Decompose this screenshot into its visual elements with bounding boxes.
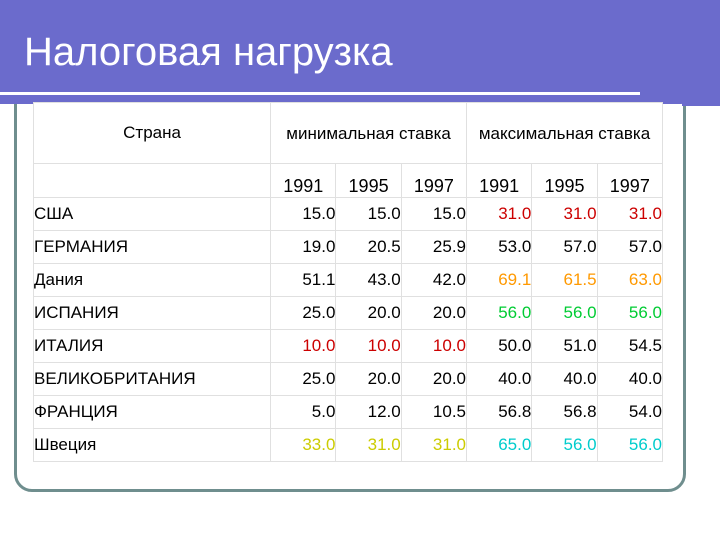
table-row: ФРАНЦИЯ 5.0 12.0 10.5 56.8 56.8 54.0 [32, 395, 664, 429]
min-rate-cell: 25.0 [270, 362, 337, 396]
max-rate-cell: 31.0 [531, 197, 598, 231]
max-rate-cell: 54.5 [596, 329, 664, 363]
table-row: ИСПАНИЯ 25.0 20.0 20.0 56.0 56.0 56.0 [32, 296, 664, 330]
header-max-rate: максимальная ставка [466, 102, 663, 164]
max-rate-cell: 50.0 [466, 329, 533, 363]
header-min-rate: минимальная ставка [270, 102, 468, 164]
min-rate-cell: 10.5 [400, 395, 468, 429]
title-underline [0, 92, 640, 95]
min-rate-cell: 12.0 [335, 395, 402, 429]
min-rate-cell: 43.0 [335, 263, 402, 297]
table-row: ИТАЛИЯ 10.0 10.0 10.0 50.0 51.0 54.5 [32, 329, 664, 363]
title-band [0, 0, 720, 104]
max-rate-cell: 40.0 [531, 362, 598, 396]
max-rate-cell: 51.0 [531, 329, 598, 363]
max-rate-cell: 56.0 [531, 296, 598, 330]
max-rate-cell: 53.0 [466, 230, 533, 264]
min-rate-cell: 20.0 [400, 296, 468, 330]
max-rate-cell: 65.0 [466, 428, 533, 462]
min-rate-cell: 15.0 [335, 197, 402, 231]
max-rate-cell: 63.0 [596, 263, 664, 297]
header-year: 1995 [531, 163, 598, 198]
min-rate-cell: 20.0 [400, 362, 468, 396]
country-cell: ИТАЛИЯ [32, 329, 272, 363]
max-rate-cell: 57.0 [531, 230, 598, 264]
min-rate-cell: 5.0 [270, 395, 337, 429]
title-band-corner [682, 14, 720, 106]
max-rate-cell: 40.0 [466, 362, 533, 396]
country-cell: США [32, 197, 272, 231]
country-cell: Швеция [32, 428, 272, 462]
max-rate-cell: 31.0 [596, 197, 664, 231]
max-rate-cell: 56.0 [466, 296, 533, 330]
table-body: США 15.0 15.0 15.0 31.0 31.0 31.0 ГЕРМАНИЯ 19.0 2… [32, 197, 664, 462]
min-rate-cell: 10.0 [270, 329, 337, 363]
min-rate-cell: 15.0 [400, 197, 468, 231]
max-rate-cell: 56.0 [596, 428, 664, 462]
min-rate-cell: 25.0 [270, 296, 337, 330]
header-year: 1997 [596, 163, 664, 198]
country-cell: ФРАНЦИЯ [32, 395, 272, 429]
header-year: 1991 [270, 163, 337, 198]
country-cell: ИСПАНИЯ [32, 296, 272, 330]
max-rate-cell: 40.0 [596, 362, 664, 396]
min-rate-cell: 31.0 [335, 428, 402, 462]
slide-title: Налоговая нагрузка [24, 30, 393, 74]
min-rate-cell: 42.0 [400, 263, 468, 297]
max-rate-cell: 56.0 [596, 296, 664, 330]
header-row-years: 1991 1995 1997 1991 1995 1997 [32, 163, 664, 198]
max-rate-cell: 56.0 [531, 428, 598, 462]
min-rate-cell: 51.1 [270, 263, 337, 297]
country-cell: ВЕЛИКОБРИТАНИЯ [32, 362, 272, 396]
header-year: 1997 [400, 163, 468, 198]
header-row-groups: Страна минимальная ставка максимальная с… [32, 102, 663, 164]
header-year: 1991 [466, 163, 533, 198]
table-row: Швеция 33.0 31.0 31.0 65.0 56.0 56.0 [32, 428, 664, 462]
tax-table: Страна минимальная ставка максимальная с… [32, 102, 664, 462]
min-rate-cell: 20.5 [335, 230, 402, 264]
max-rate-cell: 54.0 [596, 395, 664, 429]
header-country: Страна [32, 102, 272, 164]
country-cell: Дания [32, 263, 272, 297]
min-rate-cell: 10.0 [335, 329, 402, 363]
header-year: 1995 [335, 163, 402, 198]
table-row: Дания 51.1 43.0 42.0 69.1 61.5 63.0 [32, 263, 664, 297]
min-rate-cell: 19.0 [270, 230, 337, 264]
max-rate-cell: 61.5 [531, 263, 598, 297]
country-cell: ГЕРМАНИЯ [32, 230, 272, 264]
table-row: США 15.0 15.0 15.0 31.0 31.0 31.0 [32, 197, 664, 231]
min-rate-cell: 10.0 [400, 329, 468, 363]
min-rate-cell: 15.0 [270, 197, 337, 231]
max-rate-cell: 57.0 [596, 230, 664, 264]
max-rate-cell: 31.0 [466, 197, 533, 231]
max-rate-cell: 56.8 [531, 395, 598, 429]
max-rate-cell: 69.1 [466, 263, 533, 297]
min-rate-cell: 20.0 [335, 362, 402, 396]
min-rate-cell: 25.9 [400, 230, 468, 264]
table-row: ВЕЛИКОБРИТАНИЯ 25.0 20.0 20.0 40.0 40.0 40.0 [32, 362, 664, 396]
min-rate-cell: 31.0 [400, 428, 468, 462]
table-row: ГЕРМАНИЯ 19.0 20.5 25.9 53.0 57.0 57.0 [32, 230, 664, 264]
header-country-blank [32, 163, 272, 198]
min-rate-cell: 20.0 [335, 296, 402, 330]
min-rate-cell: 33.0 [270, 428, 337, 462]
max-rate-cell: 56.8 [466, 395, 533, 429]
